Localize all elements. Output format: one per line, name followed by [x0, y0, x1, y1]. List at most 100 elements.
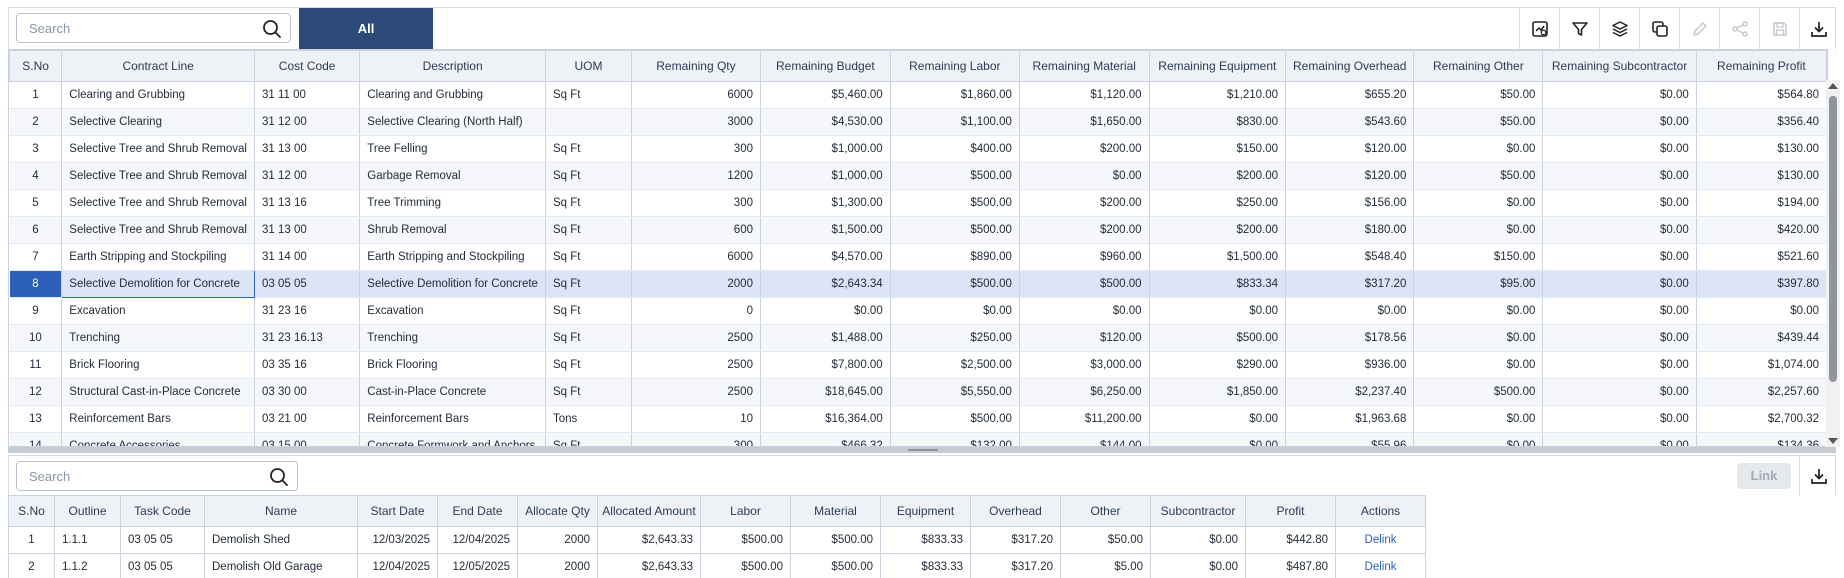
cell-remaining-overhead[interactable]: $655.20: [1285, 81, 1415, 109]
cell-remaining-subcontractor[interactable]: $0.00: [1542, 405, 1697, 433]
cell-uom[interactable]: Sq Ft: [545, 351, 632, 379]
layers-button[interactable]: [1599, 8, 1639, 50]
task-cell-equipment[interactable]: $833.33: [880, 526, 971, 554]
delink-link[interactable]: Delink: [1335, 526, 1426, 554]
cell-remaining-qty[interactable]: 1200: [631, 162, 761, 190]
cell-remaining-labor[interactable]: $2,500.00: [890, 351, 1020, 379]
cell-remaining-material[interactable]: $1,650.00: [1019, 108, 1150, 136]
cell-contract-line[interactable]: Trenching: [61, 324, 255, 352]
cell-uom[interactable]: Sq Ft: [545, 162, 632, 190]
cell-description[interactable]: Trenching: [359, 324, 546, 352]
cell-remaining-overhead[interactable]: $936.00: [1285, 351, 1415, 379]
filter-button[interactable]: [1559, 8, 1599, 50]
cell-contract-line[interactable]: Concrete Accessories: [61, 432, 255, 446]
cell-remaining-equipment[interactable]: $0.00: [1149, 297, 1287, 325]
cell-remaining-qty[interactable]: 300: [631, 432, 761, 446]
cell-remaining-labor[interactable]: $250.00: [890, 324, 1020, 352]
cell-remaining-overhead[interactable]: $120.00: [1285, 135, 1415, 163]
cell-uom[interactable]: Sq Ft: [545, 81, 632, 109]
main-grid-scrollbar[interactable]: [1826, 80, 1840, 447]
task-cell-s-no[interactable]: 1: [8, 526, 55, 554]
cell-remaining-material[interactable]: $11,200.00: [1019, 405, 1150, 433]
cell-remaining-other[interactable]: $0.00: [1413, 297, 1544, 325]
cell-remaining-equipment[interactable]: $0.00: [1149, 405, 1287, 433]
search-icon[interactable]: [262, 19, 282, 39]
cell-remaining-material[interactable]: $144.00: [1019, 432, 1150, 446]
cell-remaining-other[interactable]: $0.00: [1413, 189, 1544, 217]
cell-description[interactable]: Garbage Removal: [359, 162, 546, 190]
task-cell-subcontractor[interactable]: $0.00: [1150, 526, 1246, 554]
task-cell-profit[interactable]: $442.80: [1245, 526, 1336, 554]
cell-remaining-budget[interactable]: $1,000.00: [760, 162, 891, 190]
column-header-remaining-profit[interactable]: Remaining Profit: [1695, 50, 1827, 82]
cell-remaining-equipment[interactable]: $290.00: [1149, 351, 1287, 379]
task-column-header-equipment[interactable]: Equipment: [880, 495, 971, 527]
cell-remaining-labor[interactable]: $1,100.00: [890, 108, 1020, 136]
cell-remaining-subcontractor[interactable]: $0.00: [1542, 189, 1697, 217]
cell-remaining-subcontractor[interactable]: $0.00: [1542, 81, 1697, 109]
task-column-header-material[interactable]: Material: [790, 495, 881, 527]
cell-remaining-equipment[interactable]: $500.00: [1149, 324, 1287, 352]
cell-remaining-labor[interactable]: $500.00: [890, 189, 1020, 217]
cell-remaining-qty[interactable]: 2500: [631, 351, 761, 379]
scroll-down-arrow-icon[interactable]: [1828, 438, 1838, 444]
table-row[interactable]: 12 Structural Cast-in-Place Concrete 03 30…: [9, 378, 1827, 406]
cell-remaining-other[interactable]: $50.00: [1413, 162, 1544, 190]
cell-contract-line[interactable]: Selective Tree and Shrub Removal: [61, 162, 255, 190]
task-cell-outline[interactable]: 1.1.1: [54, 526, 121, 554]
cell-s-no[interactable]: 1: [9, 81, 63, 109]
cell-remaining-material[interactable]: $1,120.00: [1019, 81, 1150, 109]
cell-remaining-equipment[interactable]: $250.00: [1149, 189, 1287, 217]
cell-remaining-budget[interactable]: $16,364.00: [760, 405, 891, 433]
cell-remaining-qty[interactable]: 0: [631, 297, 761, 325]
cell-uom[interactable]: Sq Ft: [545, 243, 632, 271]
cell-contract-line[interactable]: Selective Tree and Shrub Removal: [61, 216, 255, 244]
cell-remaining-overhead[interactable]: $55.96: [1285, 432, 1415, 446]
task-column-header-outline[interactable]: Outline: [54, 495, 121, 527]
column-header-remaining-overhead[interactable]: Remaining Overhead: [1285, 50, 1415, 82]
column-header-remaining-equipment[interactable]: Remaining Equipment: [1148, 50, 1287, 82]
cell-cost-code[interactable]: 31 12 00: [254, 108, 361, 136]
cell-remaining-profit[interactable]: $439.44: [1696, 324, 1827, 352]
task-cell-allocate-qty[interactable]: 2000: [517, 526, 598, 554]
cell-remaining-equipment[interactable]: $833.34: [1149, 270, 1287, 298]
cell-description[interactable]: Cast-in-Place Concrete: [359, 378, 546, 406]
cell-cost-code[interactable]: 31 12 00: [254, 162, 361, 190]
cell-remaining-labor[interactable]: $400.00: [890, 135, 1020, 163]
cell-remaining-overhead[interactable]: $2,237.40: [1285, 378, 1415, 406]
cell-remaining-other[interactable]: $500.00: [1413, 378, 1544, 406]
cell-remaining-other[interactable]: $50.00: [1413, 81, 1544, 109]
cell-remaining-equipment[interactable]: $200.00: [1149, 216, 1287, 244]
task-cell-start-date[interactable]: 12/04/2025: [357, 553, 438, 578]
cell-remaining-labor[interactable]: $500.00: [890, 405, 1020, 433]
cell-remaining-budget[interactable]: $7,800.00: [760, 351, 891, 379]
task-cell-material[interactable]: $500.00: [790, 526, 881, 554]
table-row[interactable]: 1 Clearing and Grubbing 31 11 00 Clearing a…: [9, 81, 1827, 109]
column-header-remaining-qty[interactable]: Remaining Qty: [630, 50, 761, 82]
cell-remaining-overhead[interactable]: $156.00: [1285, 189, 1415, 217]
cell-remaining-labor[interactable]: $1,860.00: [890, 81, 1020, 109]
cell-remaining-qty[interactable]: 3000: [631, 108, 761, 136]
task-column-header-other[interactable]: Other: [1060, 495, 1151, 527]
cell-uom[interactable]: Tons: [545, 405, 632, 433]
cell-contract-line[interactable]: Selective Demolition for Concrete: [61, 270, 255, 298]
cell-contract-line[interactable]: Excavation: [61, 297, 255, 325]
cell-remaining-labor[interactable]: $132.00: [890, 432, 1020, 446]
cell-cost-code[interactable]: 31 23 16.13: [254, 324, 361, 352]
link-button[interactable]: Link: [1737, 463, 1791, 489]
task-column-header-name[interactable]: Name: [204, 495, 358, 527]
task-cell-end-date[interactable]: 12/04/2025: [437, 526, 518, 554]
cell-remaining-qty[interactable]: 300: [631, 135, 761, 163]
task-cell-other[interactable]: $5.00: [1060, 553, 1151, 578]
cell-remaining-labor[interactable]: $500.00: [890, 216, 1020, 244]
cell-remaining-subcontractor[interactable]: $0.00: [1542, 216, 1697, 244]
cell-cost-code[interactable]: 31 23 16: [254, 297, 361, 325]
cell-remaining-profit[interactable]: $1,074.00: [1696, 351, 1827, 379]
task-cell-labor[interactable]: $500.00: [700, 526, 791, 554]
cell-remaining-material[interactable]: $120.00: [1019, 324, 1150, 352]
column-header-contract-line[interactable]: Contract Line: [61, 50, 255, 82]
task-cell-task-code[interactable]: 03 05 05: [120, 526, 205, 554]
cell-uom[interactable]: Sq Ft: [545, 135, 632, 163]
cell-remaining-other[interactable]: $0.00: [1413, 432, 1544, 446]
pane-splitter[interactable]: [8, 447, 1836, 453]
